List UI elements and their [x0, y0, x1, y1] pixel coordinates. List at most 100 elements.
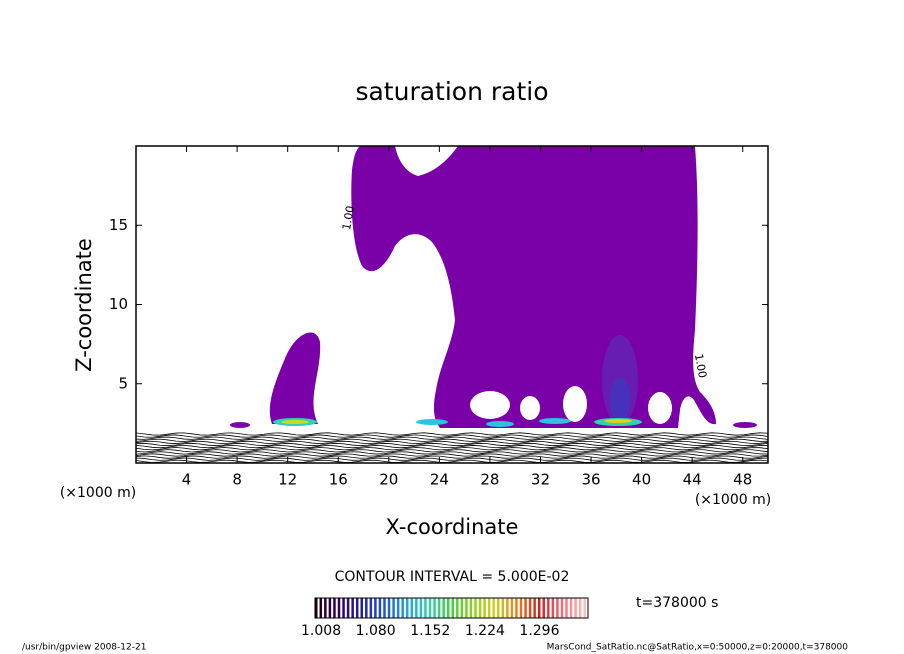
colorbar-stripe: [478, 598, 482, 618]
contour-interval: CONTOUR INTERVAL = 5.000E-02: [335, 569, 570, 585]
colorbar-stripe: [351, 598, 354, 618]
x-tick-label: 12: [278, 471, 297, 489]
colorbar-stripe: [428, 598, 432, 618]
x-tick-label: 48: [733, 471, 752, 489]
colorbar-stripe: [396, 598, 400, 618]
field-hole: [520, 396, 540, 420]
x-tick-label: 36: [581, 471, 600, 489]
colorbar-stripe: [456, 598, 459, 618]
colorbar-stripe: [547, 598, 550, 618]
colorbar-stripe: [574, 598, 577, 618]
footer-left: /usr/bin/gpview 2008-12-21: [22, 643, 146, 653]
y-tick-label: 15: [109, 216, 128, 234]
y-axis-label: Z-coordinate: [72, 238, 96, 372]
field-core: [486, 421, 514, 427]
colorbar-stripe: [374, 598, 377, 618]
ground-contour: [135, 434, 769, 438]
colorbar-stripe: [469, 598, 473, 618]
colorbar-stripe: [437, 598, 441, 618]
colorbar-stripe: [515, 598, 518, 618]
colorbar-stripe: [524, 598, 527, 618]
footer-right: MarsCond_SatRatio.nc@SatRatio,x=0:50000,…: [547, 643, 849, 653]
colorbar-stripe: [460, 598, 464, 618]
colorbar-stripe: [510, 598, 514, 618]
x-tick-label: 44: [683, 471, 702, 489]
colorbar-stripe: [406, 598, 409, 618]
colorbar-stripe: [442, 598, 445, 618]
colorbar-stripe: [360, 598, 364, 618]
colorbar-stripe: [578, 598, 582, 618]
ground-contour: [135, 447, 769, 451]
x-tick-label: 8: [232, 471, 242, 489]
colorbar-stripe: [328, 598, 332, 618]
colorbar-stripe: [501, 598, 505, 618]
chart-title: saturation ratio: [355, 77, 548, 106]
y-tick-label: 5: [118, 374, 128, 392]
colorbar-stripe: [533, 598, 536, 618]
colorbar-stripe: [492, 598, 495, 618]
colorbar-frame: [314, 597, 589, 619]
colorbar-stripe: [319, 598, 323, 618]
field-region: [269, 332, 321, 424]
colorbar-stripe: [474, 598, 477, 618]
colorbar-stripe: [519, 598, 523, 618]
colorbar-stripe: [497, 598, 500, 618]
colorbar-stripe: [506, 598, 509, 618]
colorbar-stripe: [324, 598, 327, 618]
colorbar-stripe: [419, 598, 423, 618]
ground-contour: [135, 453, 769, 457]
colorbar-stripe: [333, 598, 336, 618]
colorbar-stripe: [537, 598, 541, 618]
x-tick-label: 24: [430, 471, 449, 489]
field-core: [416, 419, 448, 425]
x-tick-label: 40: [632, 471, 651, 489]
colorbar-stripe: [346, 598, 350, 618]
colorbar-stripe: [528, 598, 532, 618]
colorbar-stripe: [337, 598, 341, 618]
field-region: [351, 146, 716, 428]
colorbar-stripe: [542, 598, 546, 618]
ground-contour: [135, 449, 769, 453]
colorbar-stripe: [387, 598, 391, 618]
field-hole: [470, 391, 510, 419]
y-tick-label: 10: [109, 295, 128, 313]
colorbar-tick-label: 1.224: [465, 623, 505, 639]
colorbar-stripe: [487, 598, 491, 618]
field-core: [230, 422, 250, 428]
ground-contour: [135, 451, 769, 455]
colorbar-stripe: [446, 598, 450, 618]
x-unit: (×1000 m): [695, 492, 771, 508]
ground-contour: [135, 432, 769, 436]
colorbar-stripe: [378, 598, 382, 618]
x-tick-label: 20: [379, 471, 398, 489]
ground-contour: [135, 455, 769, 459]
ground-contours: [135, 432, 769, 463]
x-tick-label: 16: [329, 471, 348, 489]
colorbar-stripe: [560, 598, 564, 618]
colorbar-tick-label: 1.152: [410, 623, 450, 639]
field-core: [604, 419, 632, 423]
colorbar-stripe: [342, 598, 345, 618]
field-core: [281, 420, 309, 424]
y-unit: (×1000 m): [60, 485, 136, 501]
colorbar-stripe: [369, 598, 373, 618]
ground-contour: [135, 436, 769, 440]
colorbar-tick-label: 1.296: [519, 623, 559, 639]
time-label: t=378000 s: [636, 595, 718, 611]
x-tick-label: 4: [182, 471, 192, 489]
colorbar-stripe: [583, 598, 586, 618]
x-axis-label: X-coordinate: [386, 515, 519, 539]
colorbar-stripe: [483, 598, 486, 618]
ground-contour: [135, 438, 769, 442]
ground-contour: [135, 444, 769, 449]
x-tick-label: 28: [480, 471, 499, 489]
colorbar-stripe: [355, 598, 359, 618]
ground-contour: [135, 440, 769, 445]
field-core: [733, 422, 757, 428]
field-hole: [648, 392, 672, 424]
colorbar-stripe: [556, 598, 559, 618]
contour-label: 1.00: [692, 353, 709, 379]
field: [230, 146, 757, 428]
colorbar-stripe: [415, 598, 418, 618]
